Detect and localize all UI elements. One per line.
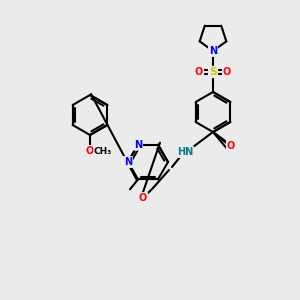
Text: N: N — [134, 140, 142, 150]
Text: O: O — [223, 67, 231, 77]
Text: N: N — [209, 46, 217, 56]
Text: O: O — [227, 141, 235, 151]
Text: O: O — [139, 193, 147, 203]
Text: O: O — [195, 67, 203, 77]
Text: O: O — [86, 146, 94, 156]
Text: HN: HN — [177, 147, 193, 157]
Text: N: N — [124, 157, 132, 167]
Text: S: S — [209, 67, 217, 77]
Text: CH₃: CH₃ — [94, 147, 112, 156]
